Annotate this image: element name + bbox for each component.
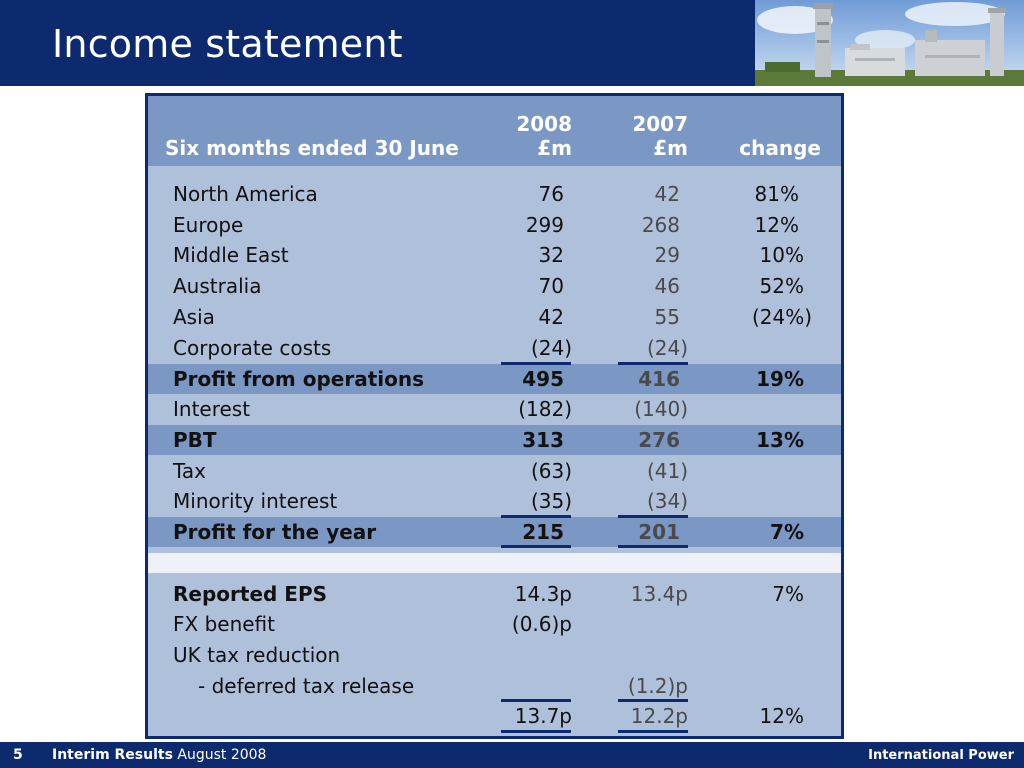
row-label: Middle East xyxy=(173,243,289,267)
row-value-2007: 201 xyxy=(638,520,680,544)
page-number: 5 xyxy=(13,747,23,763)
row-change: 12% xyxy=(754,213,799,237)
row-change: 52% xyxy=(759,274,804,298)
subtotal-underline xyxy=(618,362,688,365)
row-value-2007: 29 xyxy=(654,243,680,267)
row-value-2007: 276 xyxy=(638,428,680,452)
highlight-row-profit-for-the-year xyxy=(148,517,841,547)
eps-label: FX benefit xyxy=(173,612,275,636)
page-title: Income statement xyxy=(52,22,403,66)
header-2008-unit: £m xyxy=(537,136,572,160)
row-value-2008: (24) xyxy=(530,336,572,360)
row-change: (24%) xyxy=(751,305,812,329)
row-label: Australia xyxy=(173,274,262,298)
eps-label: Reported EPS xyxy=(173,582,328,606)
highlight-row-profit-from-operations xyxy=(148,364,841,394)
eps-value-2008: 13.7p xyxy=(514,704,572,728)
row-value-2007: (24) xyxy=(646,336,688,360)
row-change: 13% xyxy=(756,428,804,452)
table-separator xyxy=(148,553,841,573)
eps-total-underline xyxy=(501,730,571,733)
power-plant-photo xyxy=(755,0,1024,86)
row-label: Tax xyxy=(173,459,206,483)
header-period-label: Six months ended 30 June xyxy=(165,136,459,160)
row-label: PBT xyxy=(173,428,217,452)
row-label: North America xyxy=(173,182,318,206)
header-change: change xyxy=(739,136,821,160)
eps-value-2008: (0.6)p xyxy=(511,612,572,636)
row-label: Europe xyxy=(173,213,244,237)
highlight-row-pbt xyxy=(148,425,841,455)
row-change: 81% xyxy=(754,182,799,206)
row-change: 10% xyxy=(759,243,804,267)
subtotal-underline xyxy=(618,515,688,518)
eps-change: 12% xyxy=(759,704,804,728)
header-2007-year: 2007 xyxy=(632,112,688,136)
total-underline xyxy=(501,545,571,548)
row-value-2007: 42 xyxy=(654,182,680,206)
row-label: Minority interest xyxy=(173,489,338,513)
eps-underline xyxy=(618,699,688,702)
header-2008-year: 2008 xyxy=(516,112,572,136)
row-value-2008: 42 xyxy=(538,305,564,329)
header-2007-unit: £m xyxy=(653,136,688,160)
row-value-2008: 299 xyxy=(525,213,564,237)
eps-change: 7% xyxy=(772,582,804,606)
row-label: Profit for the year xyxy=(173,520,377,544)
eps-value-2007: (1.2)p xyxy=(627,674,688,698)
header-bar: Income statement xyxy=(0,0,755,86)
row-value-2007: (34) xyxy=(646,489,688,513)
eps-label: - deferred tax release xyxy=(198,674,415,698)
footer-section: Interim Results xyxy=(52,747,173,763)
footer-date: August 2008 xyxy=(177,747,267,763)
eps-value-2007: 13.4p xyxy=(630,582,688,606)
income-statement-table: 2008 2007 Six months ended 30 June £m £m… xyxy=(145,93,844,739)
eps-value-2008: 14.3p xyxy=(514,582,572,606)
row-change: 7% xyxy=(770,520,804,544)
row-value-2007: 416 xyxy=(638,367,680,391)
eps-value-2007: 12.2p xyxy=(630,704,688,728)
row-change: 19% xyxy=(756,367,804,391)
row-value-2007: 46 xyxy=(654,274,680,298)
row-label: Corporate costs xyxy=(173,336,332,360)
row-value-2008: 70 xyxy=(538,274,564,298)
eps-label: UK tax reduction xyxy=(173,643,341,667)
row-label: Interest xyxy=(173,397,251,421)
subtotal-underline xyxy=(501,362,571,365)
footer-bar: 5 Interim Results August 2008 Internatio… xyxy=(0,742,1024,768)
row-value-2008: (35) xyxy=(530,489,572,513)
row-value-2007: 268 xyxy=(641,213,680,237)
eps-underline xyxy=(501,699,571,702)
brand-name: International Power xyxy=(868,748,1014,763)
row-value-2008: (182) xyxy=(518,397,572,421)
row-value-2008: 495 xyxy=(522,367,564,391)
row-value-2008: 215 xyxy=(522,520,564,544)
row-value-2008: 76 xyxy=(538,182,564,206)
footer-caption: Interim Results August 2008 xyxy=(52,747,266,763)
row-value-2007: (41) xyxy=(646,459,688,483)
row-value-2007: (140) xyxy=(634,397,688,421)
power-plant-image xyxy=(755,0,1024,86)
row-label: Profit from operations xyxy=(173,367,424,391)
row-value-2008: 313 xyxy=(522,428,564,452)
table-header-band xyxy=(148,96,841,166)
row-value-2007: 55 xyxy=(654,305,680,329)
row-value-2008: (63) xyxy=(530,459,572,483)
row-label: Asia xyxy=(173,305,215,329)
subtotal-underline xyxy=(501,515,571,518)
row-value-2008: 32 xyxy=(538,243,564,267)
total-underline xyxy=(618,545,688,548)
eps-total-underline xyxy=(618,730,688,733)
